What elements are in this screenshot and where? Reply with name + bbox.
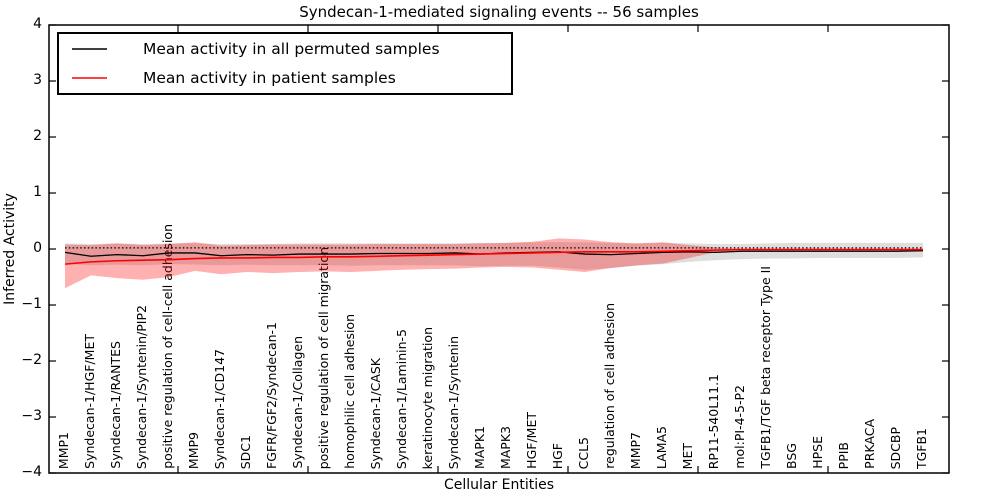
- x-category-label: regulation of cell adhesion: [602, 303, 617, 469]
- series-line: [64, 250, 924, 257]
- x-category-label: SDCBP: [888, 426, 903, 469]
- x-category-label: keratinocyte migration: [420, 326, 435, 469]
- x-category-label: Syndecan-1/HGF/MET: [82, 334, 97, 469]
- x-category-label: MMP1: [56, 431, 71, 469]
- x-category-label: Syndecan-1/Syntenin: [446, 335, 461, 469]
- x-category-label: RP11-540L11.1: [706, 373, 721, 469]
- x-category-label: HGF/MET: [524, 412, 539, 469]
- x-category-label: positive regulation of cell migration: [316, 246, 331, 469]
- x-axis-label: Cellular Entities: [443, 477, 555, 493]
- x-category-label: CCL5: [576, 436, 591, 469]
- x-category-label: PRKACA: [862, 419, 877, 469]
- legend-label-permuted: Mean activity in all permuted samples: [143, 40, 440, 59]
- x-category-label: MAPK1: [472, 425, 487, 469]
- x-category-label: TGFB1: [914, 427, 929, 469]
- x-category-label: FGFR/FGF2/Syndecan-1: [264, 322, 279, 469]
- x-category-label: positive regulation of cell-cell adhesio…: [160, 224, 175, 469]
- patient-line-swatch: [72, 76, 107, 79]
- y-tick-label: 2: [33, 128, 42, 144]
- permuted-std-band: [65, 242, 923, 270]
- x-category-label: Syndecan-1/CASK: [368, 357, 383, 469]
- x-category-label: Syndecan-1/CD147: [212, 348, 227, 469]
- y-tick-label: 3: [33, 72, 42, 88]
- legend: Mean activity in all permuted samples Me…: [57, 32, 513, 95]
- y-tick-label: 0: [33, 240, 42, 256]
- x-category-label: Syndecan-1/Syntenin/PIP2: [134, 304, 149, 469]
- x-category-label: Syndecan-1/Collagen: [290, 336, 305, 469]
- legend-item-patient: Mean activity in patient samples: [59, 65, 511, 91]
- series-line: [64, 248, 923, 265]
- x-category-label: mol:PI-4-5-P2: [732, 385, 747, 469]
- permuted-line-swatch: [72, 48, 107, 51]
- x-category-label: Syndecan-1/RANTES: [108, 341, 123, 469]
- x-category-label: homophilic cell adhesion: [342, 314, 357, 469]
- y-tick-label: 4: [33, 16, 42, 32]
- x-category-label: LAMA5: [654, 425, 669, 469]
- y-tick-label: −1: [21, 296, 42, 312]
- x-category-label: BSG: [784, 443, 799, 469]
- chart-title: Syndecan-1-mediated signaling events -- …: [299, 3, 699, 21]
- y-tick-label: 1: [33, 184, 42, 200]
- patient-std-band: [65, 238, 923, 289]
- x-category-label: HGF: [550, 442, 565, 469]
- x-category-label: MMP9: [186, 431, 201, 469]
- x-category-label: SDC1: [238, 434, 253, 469]
- y-tick-label: −3: [21, 408, 42, 424]
- y-tick-label: −4: [21, 464, 42, 480]
- x-category-label: Syndecan-1/Laminin-5: [394, 328, 409, 469]
- y-tick-label: −2: [21, 352, 42, 368]
- x-category-label: PPIB: [836, 441, 851, 469]
- x-category-label: HPSE: [810, 436, 825, 469]
- legend-label-patient: Mean activity in patient samples: [143, 68, 396, 87]
- x-category-label: MET: [680, 442, 695, 469]
- x-category-label: MMP7: [628, 431, 643, 469]
- x-category-label: MAPK3: [498, 425, 513, 469]
- legend-item-permuted: Mean activity in all permuted samples: [59, 36, 511, 62]
- x-category-label: TGFB1/TGF beta receptor Type II: [758, 266, 773, 469]
